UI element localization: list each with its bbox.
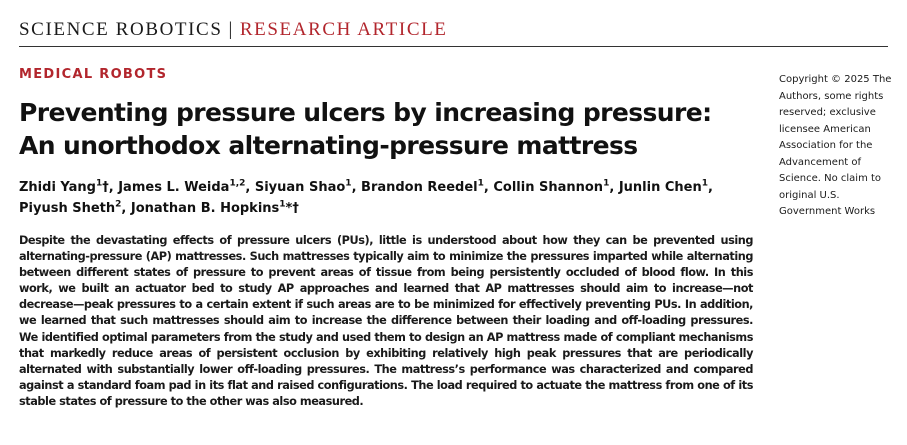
author-name: James L. Weida <box>118 180 230 195</box>
author-affiliation: 1 <box>279 199 286 210</box>
author-entry[interactable]: Siyuan Shao1, <box>254 178 362 195</box>
abstract: Despite the devastating effects of press… <box>19 234 753 408</box>
author-entry[interactable]: Jonathan B. Hopkins1*† <box>130 199 299 216</box>
author-name: Junlin Chen <box>618 180 702 195</box>
author-entry[interactable]: Brandon Reedel1, <box>361 178 494 195</box>
author-name: Siyuan Shao <box>254 180 346 195</box>
author-affiliation: 1 <box>701 178 708 189</box>
author-affiliation: 2 <box>115 199 122 210</box>
section-label: MEDICAL ROBOTS <box>19 67 168 82</box>
article-type: RESEARCH ARTICLE <box>239 19 448 40</box>
article-title: Preventing pressure ulcers by increasing… <box>19 98 712 160</box>
author-mark: † <box>102 180 109 195</box>
author-entry[interactable]: James L. Weida1,2, <box>118 178 255 195</box>
author-entry[interactable]: Junlin Chen1, <box>618 178 713 195</box>
author-affiliation: 1,2 <box>229 178 246 189</box>
author-affiliation: 1 <box>95 178 103 189</box>
author-name: Collin Shannon <box>493 180 604 195</box>
author-affiliation: 1 <box>477 178 484 189</box>
author-name: Brandon Reedel <box>361 180 478 195</box>
author-name: Piyush Sheth <box>19 201 116 216</box>
author-affiliation: 1 <box>603 178 610 189</box>
header-rule <box>19 46 888 47</box>
author-name: Zhidi Yang <box>19 180 96 195</box>
author-name: Jonathan B. Hopkins <box>130 201 280 216</box>
header-separator: | <box>228 19 234 40</box>
author-mark: *† <box>285 201 299 216</box>
author-list: Zhidi Yang1†, James L. Weida1,2, Siyuan … <box>19 177 749 219</box>
author-affiliation: 1 <box>345 178 352 189</box>
author-entry[interactable]: Zhidi Yang1†, <box>19 178 119 195</box>
copyright-notice: Copyright © 2025 The Authors, some right… <box>779 74 892 217</box>
journal-header: SCIENCE ROBOTICS | RESEARCH ARTICLE <box>19 18 448 42</box>
journal-name: SCIENCE ROBOTICS <box>19 19 223 40</box>
author-entry[interactable]: Collin Shannon1, <box>493 178 619 195</box>
author-entry[interactable]: Piyush Sheth2, <box>19 199 131 216</box>
